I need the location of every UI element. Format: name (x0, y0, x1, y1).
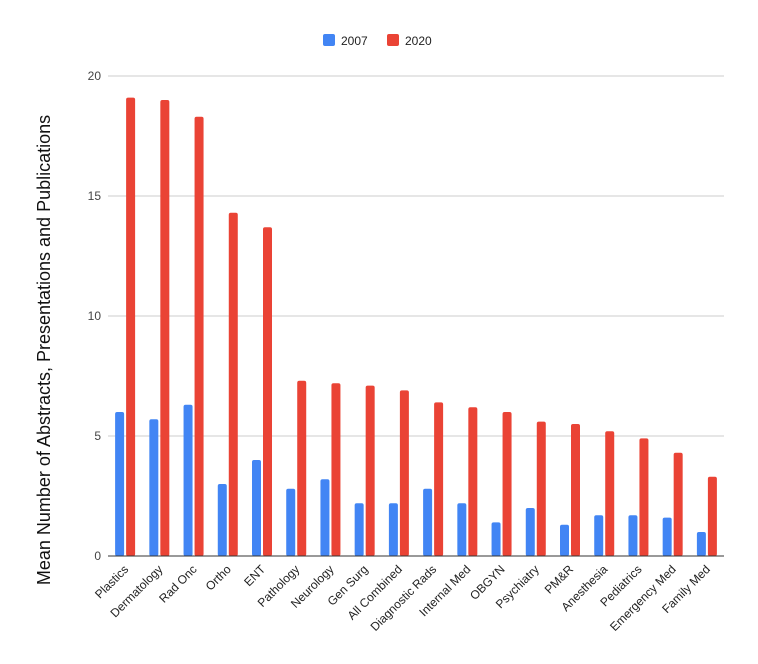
y-tick-label: 0 (94, 549, 101, 563)
x-tick-label: Rad Onc (156, 562, 199, 605)
bar-2020-2 (194, 116, 204, 557)
x-tick-label: ENT (241, 562, 268, 589)
y-tick-label: 5 (94, 429, 101, 443)
bar-2020-7 (365, 385, 375, 556)
bar-2020-4 (263, 227, 272, 556)
bar-2007-17 (696, 532, 706, 556)
bar-2020-14 (605, 431, 615, 556)
y-tick-label: 15 (88, 189, 102, 203)
bar-2007-10 (457, 503, 467, 556)
bar-2020-12 (536, 421, 546, 556)
y-tick-label: 10 (88, 309, 102, 323)
bar-2007-0 (115, 412, 125, 556)
legend-swatch-2007 (323, 34, 335, 46)
y-axis-ticks: 0 5 10 15 20 (88, 69, 102, 563)
bar-2020-17 (707, 476, 717, 556)
bar-2020-3 (228, 212, 238, 557)
y-axis-label: Mean Number of Abstracts, Presentations … (34, 115, 54, 585)
bar-2007-8 (388, 503, 398, 556)
bar-2020-16 (673, 452, 683, 556)
bar-2007-6 (320, 479, 330, 556)
bar-2020-13 (571, 424, 580, 556)
bar-2020-6 (331, 383, 341, 556)
bar-2020-5 (297, 380, 307, 556)
y-tick-label: 20 (88, 69, 102, 83)
legend-label-2020: 2020 (405, 34, 432, 48)
bar-2020-9 (434, 402, 444, 556)
bar-2007-2 (183, 404, 193, 556)
bar-2007-16 (662, 517, 672, 556)
bar-2007-1 (149, 419, 159, 556)
bar-2007-12 (525, 508, 535, 556)
gridlines (108, 75, 724, 437)
bar-2007-14 (594, 515, 604, 556)
legend-swatch-2020 (387, 34, 399, 46)
bar-2007-13 (560, 524, 569, 556)
x-tick-label: Ortho (203, 562, 234, 593)
bar-2007-4 (252, 460, 261, 556)
bar-2020-10 (468, 407, 478, 556)
bar-2007-9 (423, 488, 433, 556)
bar-2007-7 (354, 503, 364, 556)
bar-2020-11 (502, 412, 512, 556)
bar-2007-5 (286, 488, 296, 556)
bar-2007-15 (628, 515, 638, 556)
bar-2007-11 (491, 522, 501, 556)
legend-label-2007: 2007 (341, 34, 368, 48)
bar-2020-0 (126, 97, 136, 556)
bar-2020-15 (639, 438, 649, 556)
bar-2020-1 (160, 100, 170, 556)
bar-2020-8 (399, 390, 409, 556)
bar-2007-3 (217, 484, 227, 556)
bars (115, 97, 717, 557)
legend: 2007 2020 (323, 34, 432, 48)
